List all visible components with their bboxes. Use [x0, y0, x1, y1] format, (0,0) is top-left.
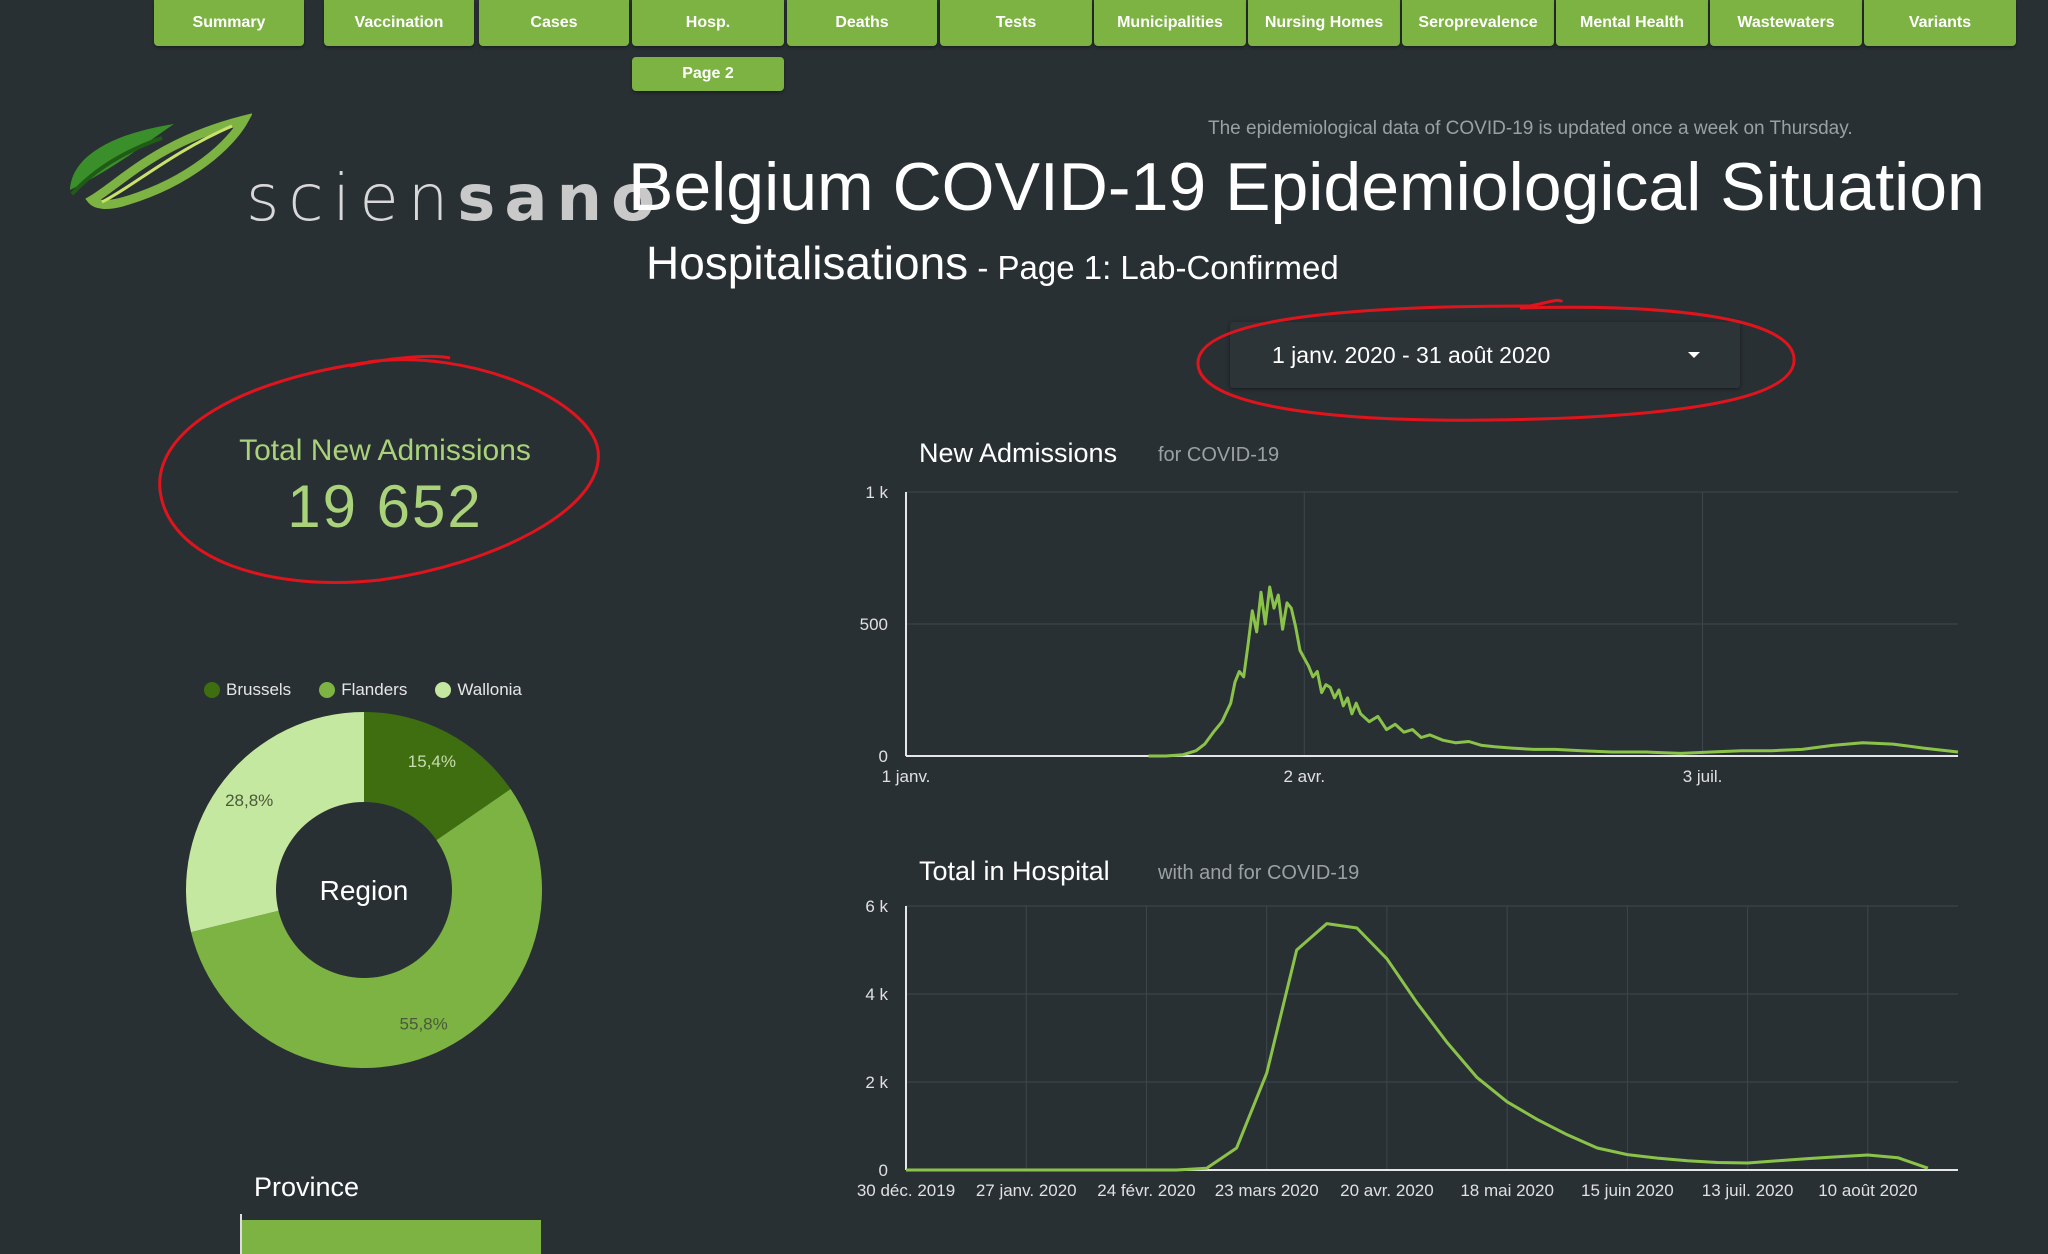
x-tick-label: 18 mai 2020 [1460, 1181, 1554, 1200]
legend-label-wallonia: Wallonia [457, 680, 522, 699]
donut-label-brussels: 15,4% [408, 752, 456, 771]
x-tick-label: 1 janv. [882, 767, 931, 786]
province-bar[interactable] [240, 1220, 541, 1254]
legend-label-brussels: Brussels [226, 680, 292, 699]
donut-label-wallonia: 28,8% [225, 791, 273, 810]
x-tick-label: 20 avr. 2020 [1340, 1181, 1434, 1200]
legend-dot-wallonia [435, 682, 452, 698]
new-admissions-chart: 0 500 1 k 1 janv. 2 avr. 3 juil. [860, 483, 1959, 786]
series-line[interactable] [906, 922, 1929, 1172]
x-tick-label: 2 avr. [1283, 767, 1325, 786]
x-tick-label: 13 juil. 2020 [1702, 1181, 1794, 1200]
tab-nursing-homes[interactable]: Nursing Homes [1248, 0, 1400, 46]
donut-slice-flanders[interactable] [191, 789, 542, 1068]
tab-vaccination[interactable]: Vaccination [324, 0, 474, 46]
caret-down-icon[interactable] [1688, 352, 1700, 358]
new-admissions-title: New Admissions [919, 438, 1118, 468]
y-tick-label: 4 k [865, 985, 888, 1004]
subtab-page-2[interactable]: Page 2 [632, 57, 784, 91]
top-nav: Summary Vaccination Cases Hosp. Deaths T… [154, 0, 2016, 48]
donut-label-flanders: 55,8% [400, 1014, 448, 1033]
scorecard-label: Total New Admissions [239, 434, 531, 467]
y-tick-label: 0 [879, 1161, 888, 1180]
region-legend: Brussels Flanders Wallonia [204, 680, 522, 700]
subtitle-detail: - Page 1: Lab-Confirmed [968, 249, 1339, 286]
page-title: Belgium COVID-19 Epidemiological Situati… [628, 149, 1985, 225]
update-notice: The epidemiological data of COVID-19 is … [1208, 118, 1853, 139]
tab-wastewaters[interactable]: Wastewaters [1710, 0, 1862, 46]
legend-item-flanders[interactable]: Flanders [319, 680, 407, 700]
x-tick-label: 30 déc. 2019 [857, 1181, 955, 1200]
new-admissions-subtitle: for COVID-19 [1158, 444, 1280, 466]
tab-cases[interactable]: Cases [479, 0, 629, 46]
logo-wordmark: sciensano [246, 162, 665, 236]
x-tick-label: 10 août 2020 [1818, 1181, 1917, 1200]
x-tick-label: 27 janv. 2020 [976, 1181, 1077, 1200]
x-tick-label: 24 févr. 2020 [1097, 1181, 1195, 1200]
y-tick-label: 0 [879, 747, 888, 766]
legend-label-flanders: Flanders [341, 680, 408, 699]
y-tick-label: 2 k [865, 1073, 888, 1092]
tab-tests[interactable]: Tests [940, 0, 1092, 46]
legend-dot-flanders [319, 682, 336, 698]
x-tick-label: 15 juin 2020 [1581, 1181, 1674, 1200]
y-tick-label: 6 k [865, 897, 888, 916]
donut-center-label: Region [320, 875, 409, 906]
scorecard-value: 19 652 [287, 473, 483, 540]
total-new-admissions-card: Total New Admissions 19 652 [200, 434, 570, 541]
legend-item-brussels[interactable]: Brussels [204, 680, 291, 700]
y-tick-label: 1 k [865, 483, 888, 502]
province-axis [240, 1214, 242, 1254]
legend-dot-brussels [204, 682, 220, 698]
subtitle-main: Hospitalisations [646, 237, 969, 289]
x-tick-label: 3 juil. [1683, 767, 1723, 786]
donut-slice-wallonia[interactable] [186, 712, 364, 933]
total-hospital-title: Total in Hospital [919, 856, 1110, 886]
tab-hosp[interactable]: Hosp. [632, 0, 784, 46]
tab-deaths[interactable]: Deaths [787, 0, 937, 46]
legend-item-wallonia[interactable]: Wallonia [435, 680, 522, 700]
total-hospital-subtitle: with and for COVID-19 [1158, 862, 1360, 884]
date-range-selector[interactable]: 1 janv. 2020 - 31 août 2020 [1230, 322, 1740, 388]
page-subtitle: Hospitalisations - Page 1: Lab-Confirmed [646, 236, 1339, 290]
tab-summary[interactable]: Summary [154, 0, 304, 46]
tab-seroprevalence[interactable]: Seroprevalence [1402, 0, 1554, 46]
y-tick-label: 500 [860, 615, 888, 634]
province-title: Province [254, 1172, 360, 1202]
total-hospital-chart: 0 2 k 4 k 6 k 30 déc. 2019 27 janv. 2020 24 fé… [857, 897, 1958, 1200]
tab-municipalities[interactable]: Municipalities [1094, 0, 1246, 46]
region-donut-chart: 15,4% 55,8% 28,8% Region [186, 712, 542, 1068]
date-range-value: 1 janv. 2020 - 31 août 2020 [1272, 341, 1551, 368]
tab-variants[interactable]: Variants [1864, 0, 2016, 46]
series-line[interactable] [1148, 585, 1959, 758]
donut-slice-brussels[interactable] [364, 712, 511, 841]
x-tick-label: 23 mars 2020 [1215, 1181, 1319, 1200]
leaf-logo-icon [70, 113, 253, 209]
tab-mental-health[interactable]: Mental Health [1556, 0, 1708, 46]
sciensano-logo: sciensano [62, 112, 655, 236]
